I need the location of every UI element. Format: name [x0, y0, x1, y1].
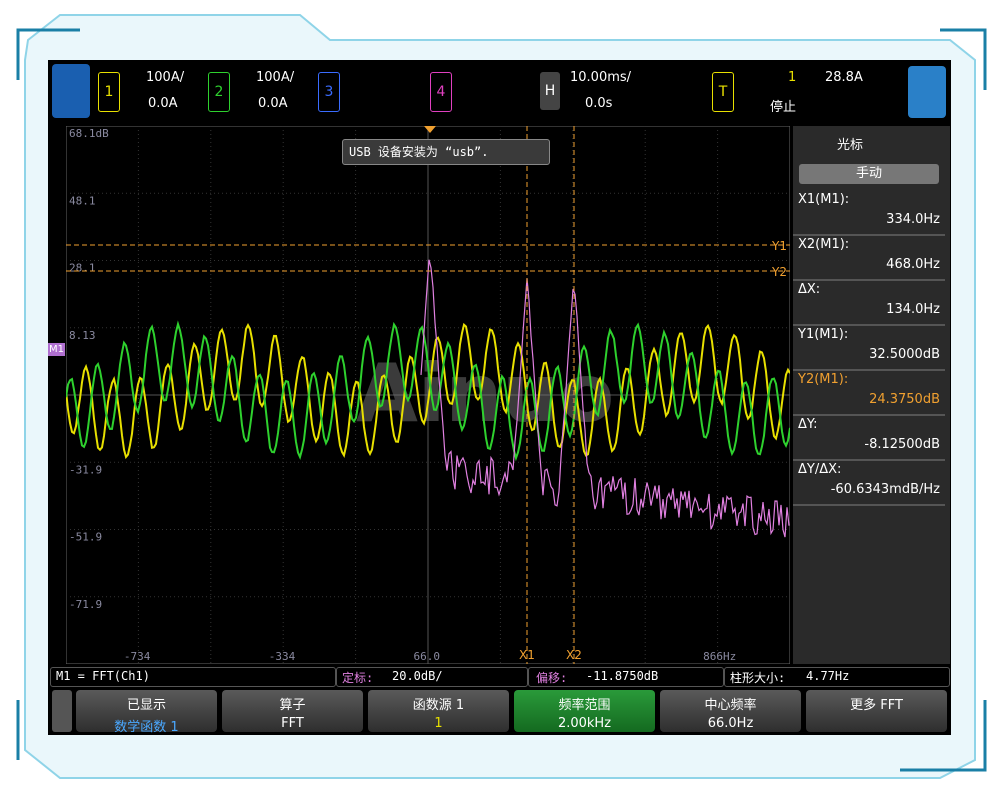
softkey[interactable]: 已显示数学函数 1 [76, 690, 217, 735]
menu-button[interactable] [52, 64, 90, 118]
readout: ΔY: -8.12500dB [793, 415, 945, 461]
status-box [50, 667, 336, 687]
softkey-value: FFT [281, 716, 304, 731]
softkey[interactable]: 函数源 1 1 [368, 690, 509, 732]
readout-label: X2(M1): [798, 237, 850, 252]
readout-label: ΔX: [798, 282, 821, 297]
softkey-value: 2.00kHz [557, 716, 612, 731]
panel-title: 光标 [837, 138, 864, 153]
math-function: M1 = FFT(Ch1) [56, 669, 150, 683]
readout-value: 134.0Hz [886, 302, 940, 317]
cursor-label: X1 [519, 648, 535, 662]
trigger-marker [424, 126, 436, 133]
readout: Y2(M1): 24.3750dB [793, 370, 945, 416]
plot: Ainuo68.1dB48.128.18.13-31.9-51.9-71.9-7… [66, 126, 790, 664]
y-axis-label: 28.1 [69, 262, 96, 275]
readout: X2(M1): 468.0Hz [793, 235, 945, 281]
touch-button[interactable] [908, 66, 946, 118]
ch1-chip[interactable]: 1 [98, 72, 120, 112]
softkey[interactable]: 频率范围 2.00kHz [514, 690, 655, 732]
status-box [724, 667, 950, 687]
readout-label: X1(M1): [798, 192, 850, 207]
ch3-chip[interactable]: 3 [318, 72, 340, 112]
offset-value: -11.8750dB [586, 669, 659, 683]
y-axis-label: 8.13 [69, 329, 96, 342]
readout: Y1(M1): 32.5000dB [793, 325, 945, 371]
y-axis-label: 68.1dB [69, 127, 109, 140]
side-panel: 光标 手动 X1(M1): 334.0Hz X2(M1): 468.0Hz ΔX: 134… [793, 126, 950, 664]
softkey-value: 66.0Hz [707, 716, 754, 731]
readout: X1(M1): 334.0Hz [793, 190, 945, 236]
ch1-scale: 100A/ [146, 70, 185, 85]
ch4-chip[interactable]: 4 [430, 72, 452, 112]
softkey-value: 数学函数 1 [114, 720, 179, 735]
bin-label: 柱形大小: [730, 671, 786, 685]
softkey-label: 更多 FFT [850, 698, 903, 713]
y-axis-label: 48.1 [69, 194, 96, 207]
readout-label: ΔY/ΔX: [798, 462, 842, 477]
ch2-chip[interactable]: 2 [208, 72, 230, 112]
cursor-label: X2 [566, 648, 582, 662]
horizontal-chip[interactable]: H [540, 72, 560, 110]
time-delay: 0.0s [585, 96, 613, 111]
x-axis-label: 866Hz [703, 650, 736, 663]
status-box [336, 667, 528, 687]
softkey[interactable]: 中心频率 66.0Hz [660, 690, 801, 732]
y-axis-label: -31.9 [69, 463, 102, 476]
ch2-trace [66, 320, 790, 462]
trigger-level: 28.8A [825, 70, 863, 85]
readout-value: 32.5000dB [869, 347, 940, 362]
readout-label: Y1(M1): [798, 327, 849, 342]
x-axis-label: -334 [269, 650, 296, 663]
ch2-offset: 0.0A [258, 96, 288, 111]
readout: ΔX: 134.0Hz [793, 280, 945, 326]
run-status: 停止 [770, 100, 797, 115]
notification: USB 设备安装为 “usb”. [342, 139, 550, 165]
softkey-label: 已显示 [126, 698, 166, 713]
readout-label: ΔY: [798, 417, 818, 432]
readout-value: 334.0Hz [886, 212, 940, 227]
math-marker: M1 [48, 343, 65, 356]
cursor-label: Y1 [771, 239, 787, 253]
mode-button[interactable]: 手动 [799, 164, 939, 184]
readout: ΔY/ΔX: -60.6343mdB/Hz [793, 460, 945, 506]
time-scale: 10.00ms/ [570, 70, 632, 85]
ch2-scale: 100A/ [256, 70, 295, 85]
readout-value: -8.12500dB [864, 437, 940, 452]
ch1-trace [66, 322, 790, 460]
back-button[interactable] [52, 690, 72, 732]
readout-label: Y2(M1): [798, 372, 849, 387]
bin-value: 4.77Hz [806, 669, 850, 683]
softkey[interactable]: 更多 FFT [806, 690, 947, 732]
fft-trace [420, 259, 790, 538]
readout-value: 24.3750dB [869, 392, 940, 407]
softkey-value: 1 [434, 716, 443, 731]
offset-label: 偏移: [536, 671, 568, 685]
softkey-label: 函数源 1 [412, 698, 465, 713]
softkey-label: 算子 [279, 698, 306, 713]
x-axis-label: -734 [124, 650, 151, 663]
readout-value: 468.0Hz [886, 257, 940, 272]
y-axis-label: -71.9 [69, 598, 102, 611]
trigger-chip[interactable]: T [712, 72, 734, 112]
status-box [528, 667, 724, 687]
trigger-source: 1 [788, 70, 797, 85]
x-axis-label: 66.0 [414, 650, 441, 663]
cursor-label: Y2 [771, 265, 787, 279]
softkey-label: 中心频率 [704, 698, 757, 713]
readout-value: -60.6343mdB/Hz [830, 482, 940, 497]
status-bar: M1 = FFT(Ch1) 定标: 20.0dB/ 偏移: -11.8750dB… [50, 667, 950, 687]
softkey[interactable]: 算子 FFT [222, 690, 363, 732]
scale-label: 定标: [342, 671, 374, 685]
ch1-offset: 0.0A [148, 96, 178, 111]
softkey-label: 频率范围 [558, 698, 611, 713]
scale-value: 20.0dB/ [392, 669, 443, 683]
y-axis-label: -51.9 [69, 531, 102, 544]
